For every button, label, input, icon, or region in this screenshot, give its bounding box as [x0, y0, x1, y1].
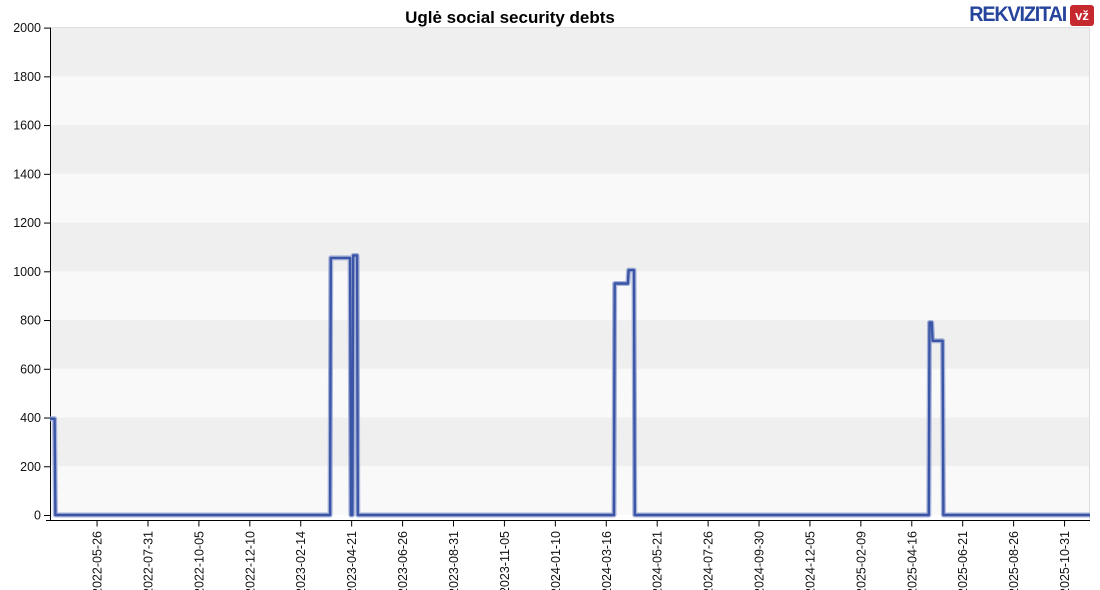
x-tick-label: 2022-10-05 [192, 531, 206, 590]
plot-band [50, 417, 1090, 467]
x-tick-label: 2024-12-05 [803, 531, 817, 590]
vz-logo-badge: vž [1070, 4, 1094, 26]
x-tick-label: 2025-08-26 [1007, 531, 1021, 590]
plot-band [50, 466, 1090, 515]
x-tick-label: 2024-01-10 [549, 531, 563, 590]
y-tick-label: 0 [34, 509, 41, 523]
x-tick-label: 2023-08-31 [447, 531, 461, 590]
y-tick-label: 600 [20, 362, 41, 376]
x-tick-label: 2023-02-14 [294, 531, 308, 590]
x-tick-label: 2024-07-26 [702, 531, 716, 590]
x-tick-label: 2025-10-31 [1058, 531, 1072, 590]
x-tick-label: 2023-04-21 [345, 531, 359, 590]
plot-band [50, 222, 1090, 272]
x-tick-label: 2023-06-26 [396, 531, 410, 590]
y-tick-label: 800 [20, 314, 41, 328]
x-tick-label: 2025-04-16 [905, 531, 919, 590]
y-tick-label: 1800 [13, 70, 41, 84]
x-tick-label: 2024-03-16 [600, 531, 614, 590]
plot-band [50, 173, 1090, 223]
debt-line [50, 254, 1090, 517]
x-tick-label: 2023-11-05 [498, 531, 512, 590]
plot-band [50, 271, 1090, 321]
x-tick-label: 2025-02-09 [854, 531, 868, 590]
y-tick-label: 1000 [13, 265, 41, 279]
y-tick-label: 200 [20, 460, 41, 474]
plot-band [50, 320, 1090, 369]
plot-band [50, 125, 1090, 174]
rekvizitai-logo-text: REKVIZITAI [969, 3, 1067, 26]
plot-band [50, 27, 1090, 77]
y-tick-label: 1600 [13, 119, 41, 133]
rekvizitai-logo[interactable]: REKVIZITAI vž [963, 3, 1094, 27]
x-tick-label: 2022-07-31 [141, 531, 155, 590]
plot-band [50, 76, 1090, 126]
y-tick-label: 400 [20, 411, 41, 425]
x-tick-label: 2022-12-10 [243, 531, 257, 590]
x-tick-label: 2024-05-21 [651, 531, 665, 590]
x-tick-label: 2024-09-30 [753, 531, 767, 590]
y-tick-label: 1400 [13, 167, 41, 181]
plot-band [50, 368, 1090, 418]
chart-title: Uglė social security debts [405, 8, 615, 27]
x-tick-label: 2022-05-26 [91, 531, 105, 590]
y-tick-label: 2000 [13, 21, 41, 35]
y-tick-label: 1200 [13, 216, 41, 230]
x-tick-label: 2025-06-21 [956, 531, 970, 590]
